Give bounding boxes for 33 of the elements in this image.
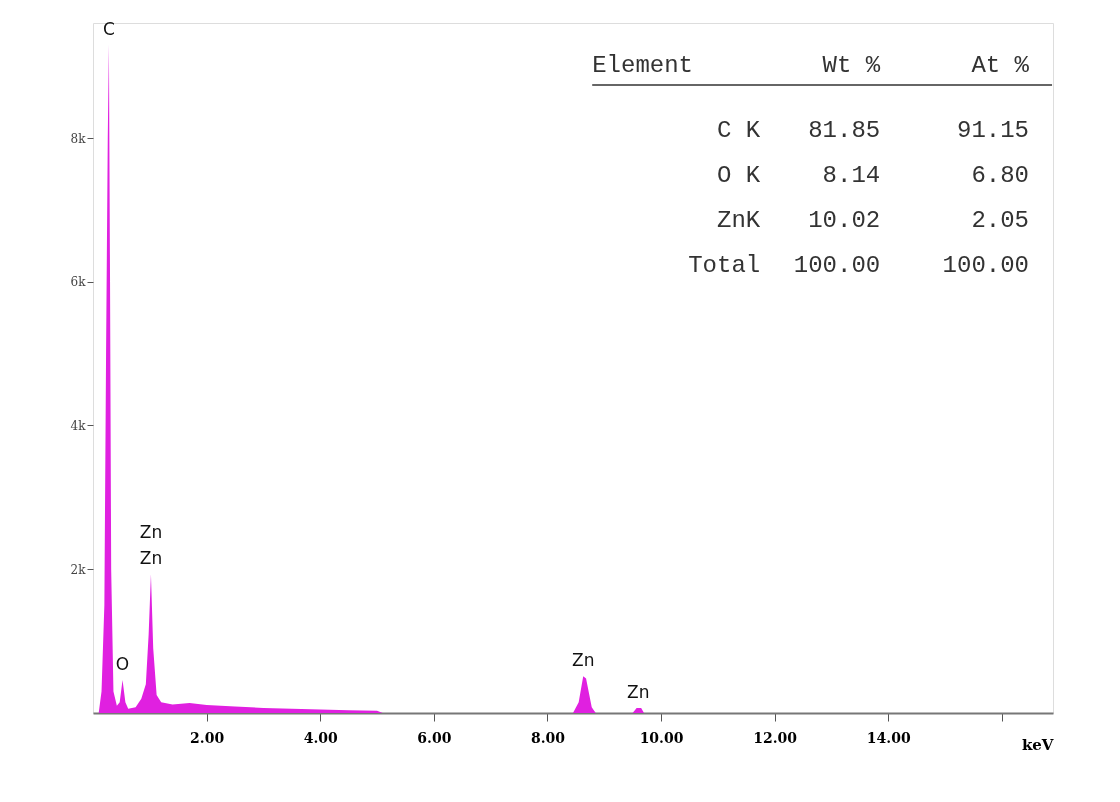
annotation: 10.02	[808, 207, 881, 234]
annotation: Zn	[572, 650, 595, 671]
annotation: Zn	[627, 681, 650, 702]
annotation: 91.15	[956, 117, 1029, 144]
y-tick-label: 6k	[70, 275, 87, 290]
annotation: Total	[688, 252, 761, 279]
annotation: Wt %	[822, 52, 881, 79]
annotation: C	[102, 18, 115, 39]
annotation: O	[115, 653, 130, 674]
annotation: O K	[716, 162, 761, 189]
x-tick-label: 10.00	[639, 729, 684, 746]
annotation: 81.85	[808, 117, 881, 144]
annotation: 8.14	[822, 162, 881, 189]
x-tick-label: 6.00	[417, 729, 452, 746]
y-tick-label: 8k	[70, 131, 87, 146]
annotation: Zn	[139, 522, 163, 543]
x-tick-label: 14.00	[866, 729, 911, 746]
annotation: At %	[971, 52, 1030, 79]
x-tick-label: 4.00	[303, 729, 339, 746]
annotation: Element	[592, 52, 694, 79]
y-tick-label: 2k	[70, 562, 87, 577]
x-tick-label: 2.00	[190, 729, 225, 746]
x-tick-label: 12.00	[753, 729, 798, 746]
annotation: Zn	[139, 548, 163, 569]
y-tick-label: 4k	[70, 419, 87, 433]
annotation: 6.80	[971, 162, 1029, 189]
x-axis-title: keV	[1021, 735, 1054, 754]
annotation: 2.05	[971, 207, 1029, 234]
annotation: ZnK	[716, 207, 761, 234]
annotation: C K	[716, 117, 761, 144]
annotation: 100.00	[942, 252, 1029, 279]
x-tick-label: 8.00	[530, 729, 566, 746]
annotation: 100.00	[793, 252, 881, 279]
